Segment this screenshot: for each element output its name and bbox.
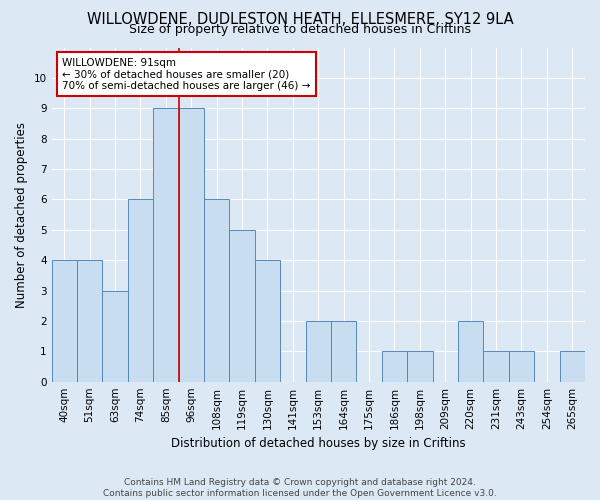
Bar xyxy=(331,321,356,382)
Bar xyxy=(407,352,433,382)
Bar xyxy=(128,200,153,382)
Bar xyxy=(509,352,534,382)
Text: Contains HM Land Registry data © Crown copyright and database right 2024.
Contai: Contains HM Land Registry data © Crown c… xyxy=(103,478,497,498)
Bar xyxy=(204,200,229,382)
Bar xyxy=(305,321,331,382)
Bar xyxy=(77,260,103,382)
Text: WILLOWDENE, DUDLESTON HEATH, ELLESMERE, SY12 9LA: WILLOWDENE, DUDLESTON HEATH, ELLESMERE, … xyxy=(86,12,514,28)
Bar xyxy=(382,352,407,382)
Bar xyxy=(229,230,255,382)
Bar xyxy=(103,290,128,382)
X-axis label: Distribution of detached houses by size in Criftins: Distribution of detached houses by size … xyxy=(171,437,466,450)
Text: WILLOWDENE: 91sqm
← 30% of detached houses are smaller (20)
70% of semi-detached: WILLOWDENE: 91sqm ← 30% of detached hous… xyxy=(62,58,311,90)
Text: Size of property relative to detached houses in Criftins: Size of property relative to detached ho… xyxy=(129,22,471,36)
Bar xyxy=(153,108,179,382)
Bar xyxy=(458,321,484,382)
Bar xyxy=(52,260,77,382)
Y-axis label: Number of detached properties: Number of detached properties xyxy=(15,122,28,308)
Bar xyxy=(255,260,280,382)
Bar xyxy=(560,352,585,382)
Bar xyxy=(484,352,509,382)
Bar xyxy=(179,108,204,382)
